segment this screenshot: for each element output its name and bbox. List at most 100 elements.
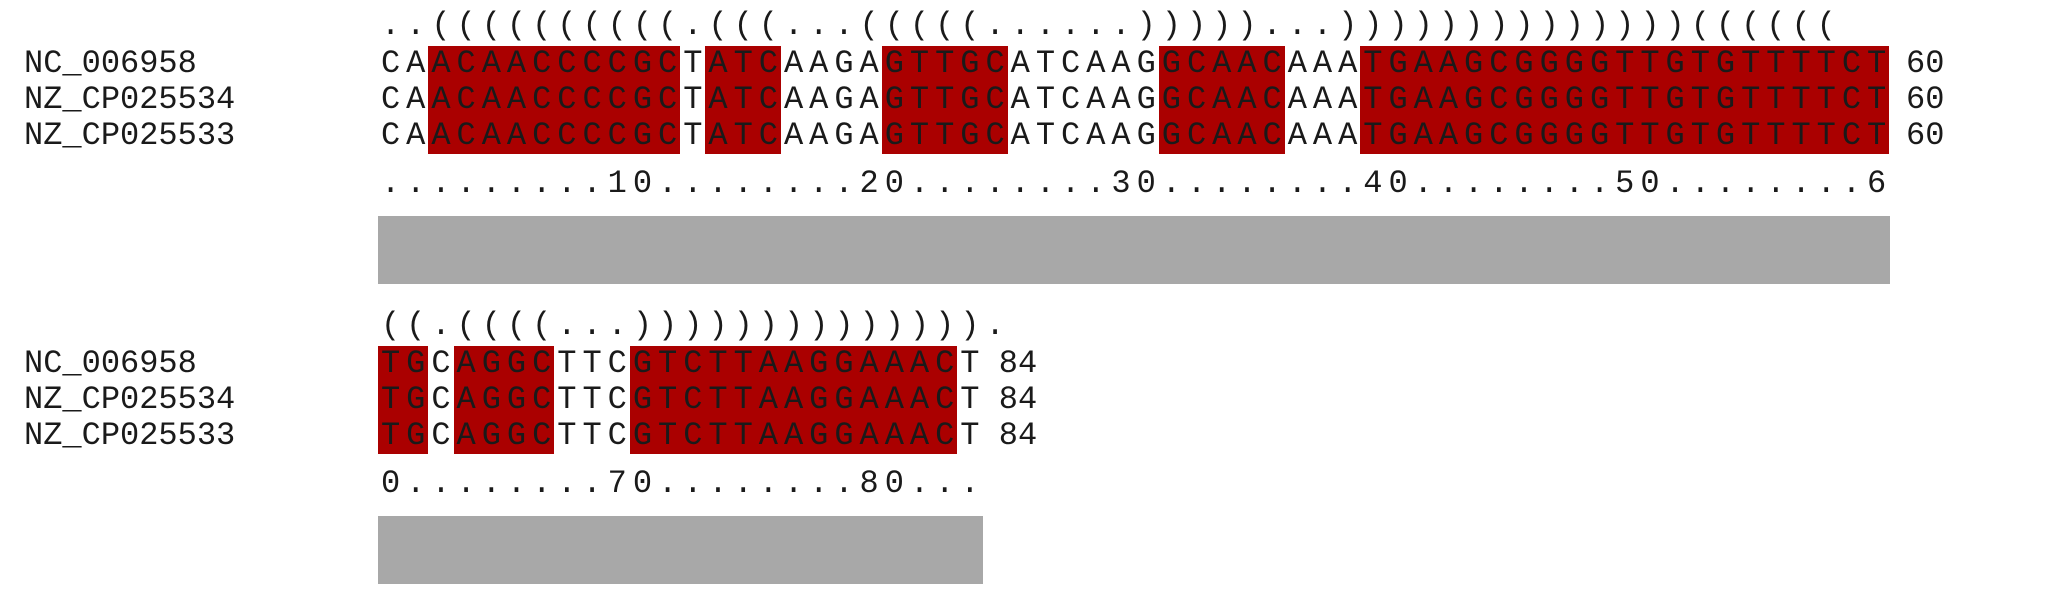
paired-nucleotide: G: [1536, 46, 1562, 82]
structure-char: ): [1464, 7, 1484, 44]
structure-char: (: [708, 7, 728, 44]
nucleotide: A: [809, 45, 829, 82]
paired-nucleotide: T: [1763, 118, 1789, 154]
paired-nucleotide: T: [705, 346, 731, 382]
paired-nucleotide: A: [755, 418, 781, 454]
paired-nucleotide: G: [629, 46, 656, 82]
ruler-char: .: [1539, 165, 1559, 202]
paired-nucleotide: A: [428, 118, 454, 154]
nucleotide: A: [783, 81, 804, 118]
ruler-char: .: [1035, 165, 1056, 202]
structure-char: .: [1111, 7, 1131, 44]
paired-nucleotide: G: [1561, 46, 1587, 82]
ruler-char: .: [658, 165, 678, 202]
structure-char: .: [406, 7, 426, 44]
ruler-char: .: [783, 165, 804, 202]
nucleotide: C: [380, 117, 401, 154]
ruler-char: 4: [1363, 165, 1383, 202]
ruler-char: .: [683, 465, 703, 502]
ruler-char: .: [733, 165, 753, 202]
paired-nucleotide: A: [1234, 82, 1260, 118]
paired-nucleotide: G: [806, 346, 832, 382]
paired-nucleotide: G: [1662, 82, 1688, 118]
structure-char: ): [1564, 7, 1584, 44]
paired-nucleotide: G: [1712, 82, 1739, 118]
paired-nucleotide: G: [1536, 82, 1562, 118]
ruler-char: .: [506, 165, 527, 202]
ruler-char: .: [532, 465, 552, 502]
nucleotide: A: [1111, 81, 1131, 118]
paired-nucleotide: A: [428, 46, 454, 82]
paired-nucleotide: C: [529, 418, 555, 454]
structure-char: (: [758, 7, 778, 44]
ruler-char: .: [834, 165, 854, 202]
structure-char: .: [431, 307, 451, 344]
structure-char: ): [1161, 7, 1181, 44]
paired-nucleotide: T: [932, 46, 958, 82]
ruler-char: .: [733, 465, 753, 502]
paired-nucleotide: G: [1712, 118, 1739, 154]
paired-nucleotide: T: [1637, 82, 1663, 118]
paired-nucleotide: G: [1158, 46, 1184, 82]
sequence-name: NC_006958: [24, 345, 197, 382]
structure-char: ): [1489, 7, 1509, 44]
paired-nucleotide: G: [629, 382, 656, 418]
paired-nucleotide: A: [856, 418, 882, 454]
nucleotide: T: [582, 345, 602, 382]
paired-nucleotide: A: [1234, 118, 1260, 154]
ruler-char: .: [1489, 165, 1509, 202]
paired-nucleotide: G: [503, 418, 530, 454]
paired-nucleotide: T: [730, 382, 756, 418]
structure-char: ): [632, 307, 653, 344]
nucleotide: G: [1136, 117, 1156, 154]
paired-nucleotide: T: [1864, 82, 1890, 118]
nucleotide: G: [834, 45, 854, 82]
structure-char: (: [406, 307, 426, 344]
nucleotide: A: [859, 45, 879, 82]
paired-nucleotide: T: [655, 382, 681, 418]
ruler-char: .: [1741, 165, 1761, 202]
structure-char: (: [658, 7, 678, 44]
nucleotide: C: [607, 417, 627, 454]
nucleotide: A: [406, 81, 426, 118]
paired-nucleotide: C: [529, 82, 555, 118]
paired-nucleotide: T: [705, 418, 731, 454]
structure-char: ): [708, 307, 728, 344]
paired-nucleotide: C: [529, 382, 555, 418]
paired-nucleotide: T: [1763, 46, 1789, 82]
ruler-char: .: [1665, 165, 1685, 202]
paired-nucleotide: G: [1511, 118, 1537, 154]
paired-nucleotide: G: [403, 382, 429, 418]
nucleotide: T: [582, 381, 602, 418]
paired-nucleotide: C: [1184, 82, 1210, 118]
ruler-char: 5: [1615, 165, 1635, 202]
conservation-bar: [378, 516, 983, 584]
ruler-char: .: [935, 465, 955, 502]
nucleotide: A: [1111, 117, 1131, 154]
paired-nucleotide: C: [755, 46, 781, 82]
structure-char: .: [985, 307, 1005, 344]
paired-nucleotide: C: [680, 418, 706, 454]
conservation-bar: [378, 216, 1890, 284]
nucleotide: A: [809, 117, 829, 154]
nucleotide: C: [1061, 81, 1081, 118]
paired-nucleotide: T: [1687, 118, 1713, 154]
paired-nucleotide: G: [881, 118, 907, 154]
ruler-char: .: [582, 165, 602, 202]
ruler-char: .: [1816, 165, 1836, 202]
paired-nucleotide: G: [806, 418, 832, 454]
paired-nucleotide: T: [730, 418, 756, 454]
nucleotide: T: [557, 345, 577, 382]
ruler-char: .: [935, 165, 955, 202]
nucleotide: T: [1035, 81, 1056, 118]
ruler-char: .: [708, 165, 728, 202]
paired-nucleotide: A: [705, 118, 731, 154]
paired-nucleotide: A: [1234, 46, 1260, 82]
structure-char: ): [960, 307, 980, 344]
ruler-char: 0: [632, 465, 653, 502]
ruler-char: .: [1161, 165, 1181, 202]
paired-nucleotide: C: [529, 118, 555, 154]
